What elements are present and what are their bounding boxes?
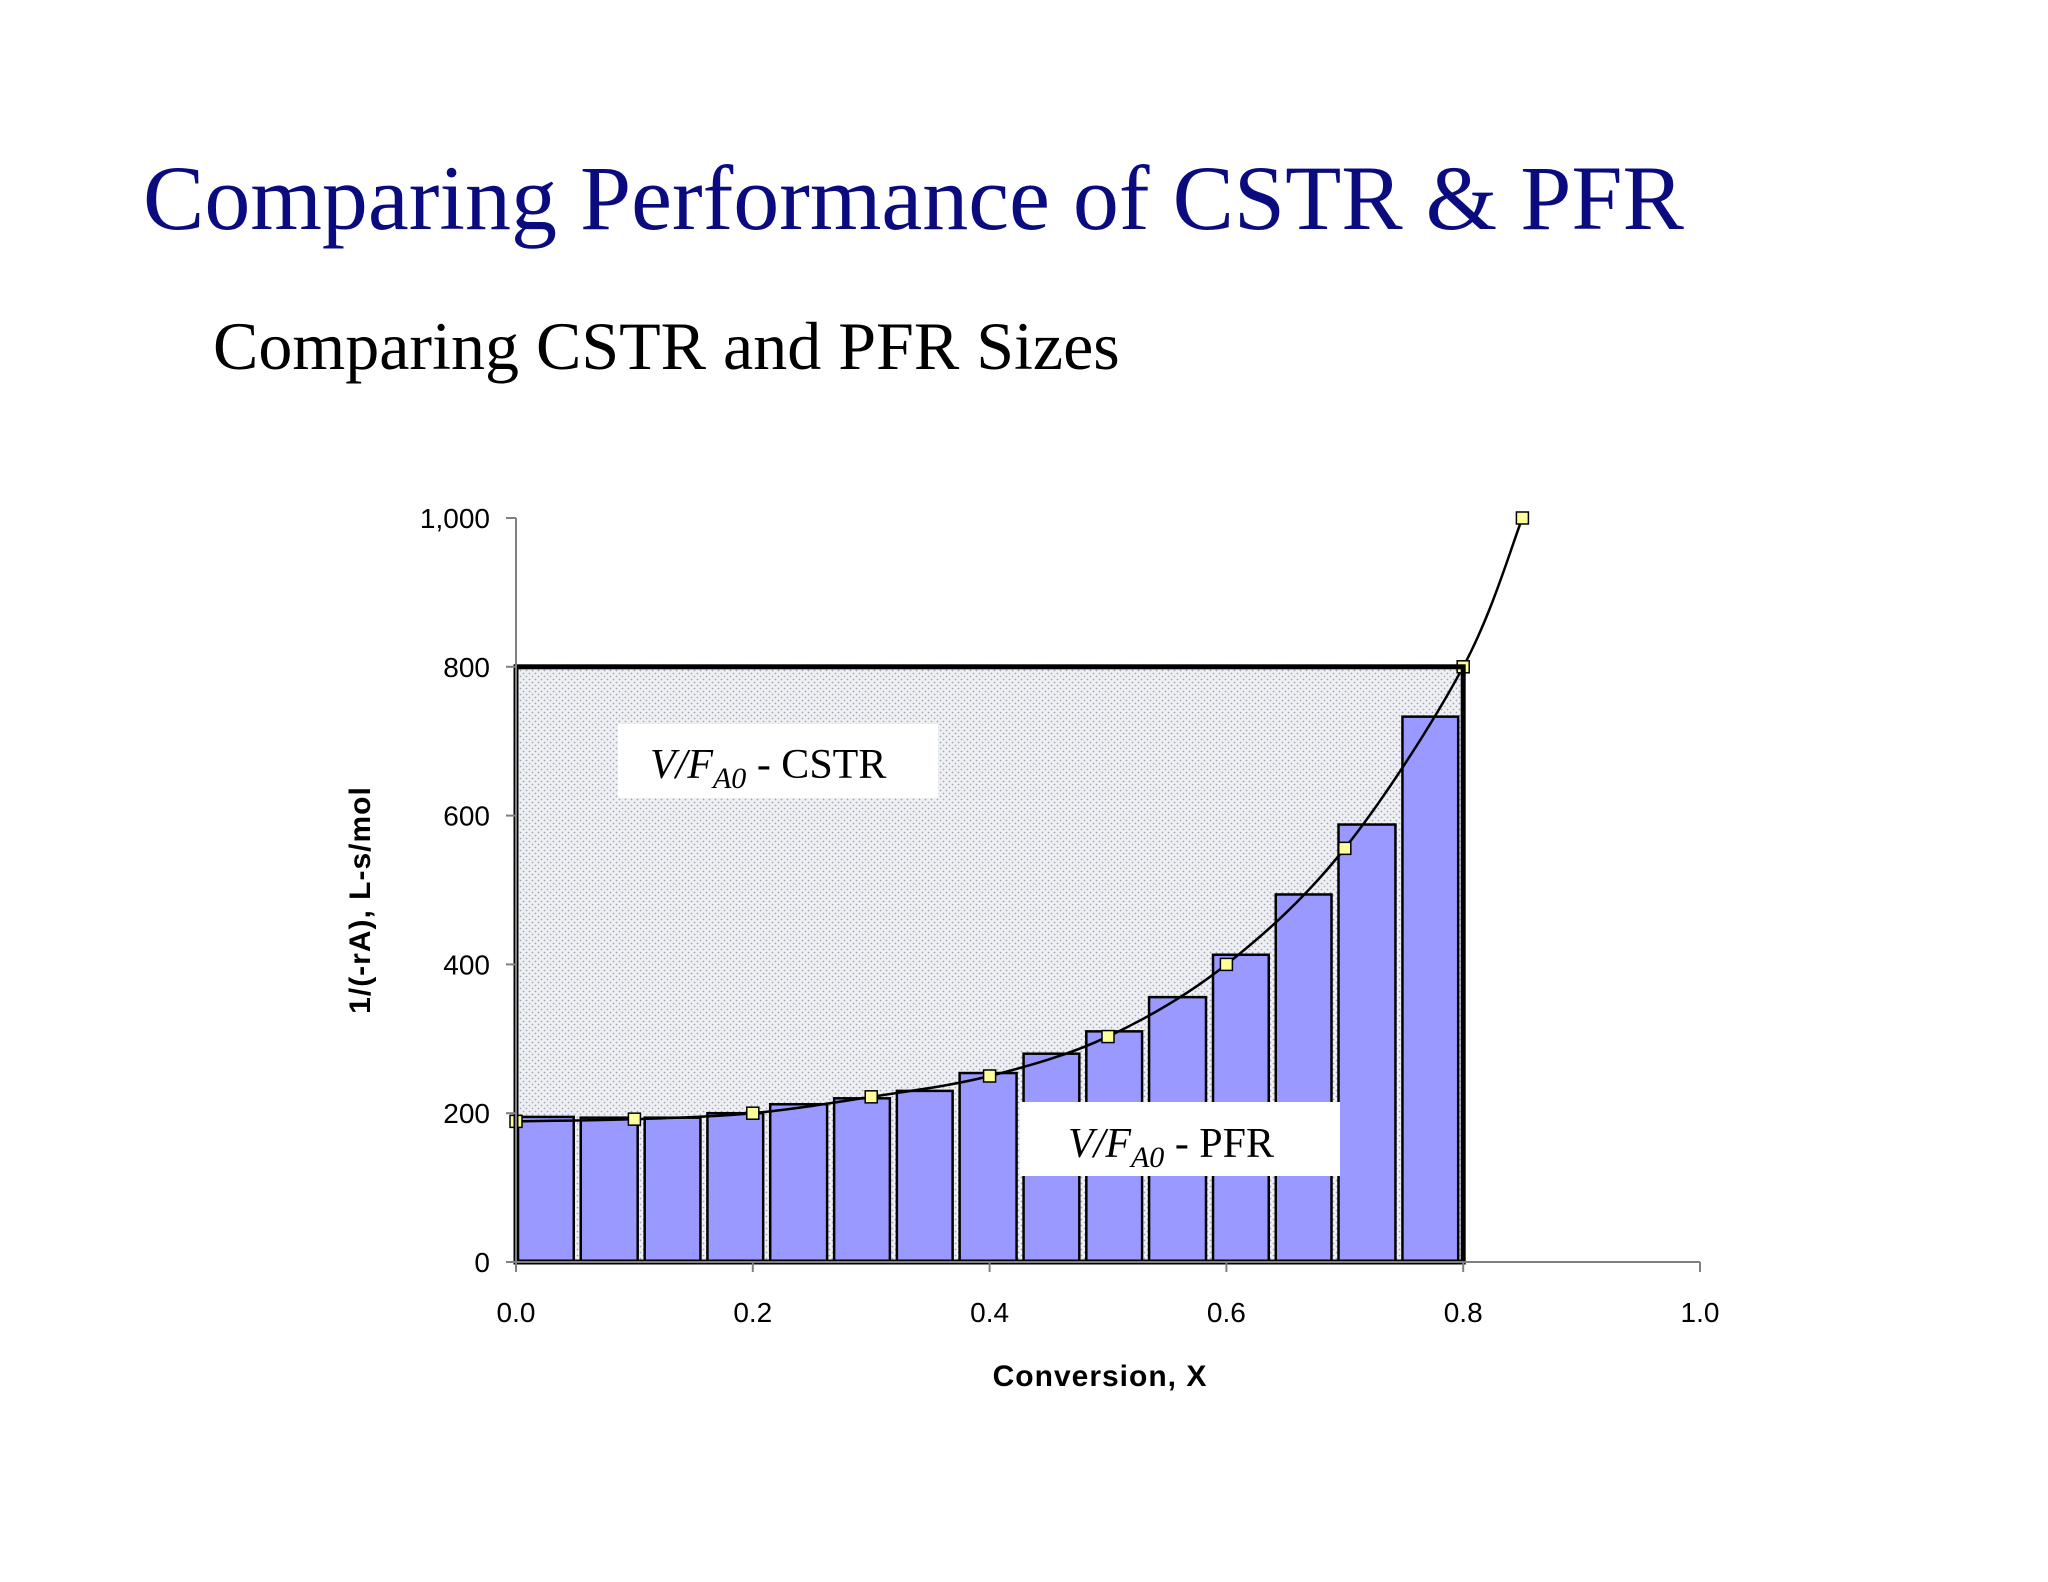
y-axis-title: 1/(-rA), L-s/mol	[344, 786, 377, 1014]
pfr-bar	[579, 1116, 639, 1264]
pfr-bar	[895, 1089, 954, 1264]
rate-curve-markers	[509, 511, 1530, 1129]
y-tick-label: 400	[443, 949, 490, 980]
pfr-bar	[1274, 893, 1333, 1264]
curve-marker	[1515, 511, 1530, 525]
pfr-annotation-label: V/FA0 - PFR	[1068, 1121, 1274, 1174]
cstr-annotation-label: V/FA0 - CSTR	[650, 742, 886, 795]
x-tick-label: 0.4	[970, 1297, 1009, 1328]
pfr-bar	[516, 1115, 576, 1264]
curve-marker	[627, 1112, 642, 1126]
curve-marker	[746, 1106, 760, 1120]
x-tick-label: 0.6	[1207, 1297, 1246, 1328]
pfr-bar	[1337, 823, 1397, 1264]
curve-marker	[1101, 1029, 1115, 1044]
x-axis-title: Conversion, X	[993, 1360, 1208, 1393]
y-tick-label: 600	[443, 801, 490, 832]
y-tick-label: 0	[474, 1247, 490, 1278]
rate-curve-line	[515, 517, 1524, 1123]
cstr-annotation: V/FA0 - CSTR	[618, 724, 938, 798]
slide-subtitle: Comparing CSTR and PFR Sizes	[213, 308, 1120, 384]
y-tick-label: 800	[443, 652, 490, 683]
pfr-bar	[768, 1103, 829, 1264]
axes: 0.0 0.2 0.4 0.6 0.8 1.0 0 200 400 600 800 1,000	[420, 503, 1720, 1328]
pfr-bar	[643, 1116, 702, 1264]
curve-marker	[982, 1069, 997, 1083]
x-tick-label: 0.8	[1444, 1297, 1483, 1328]
pfr-bar	[706, 1111, 765, 1264]
x-tick-label: 1.0	[1681, 1297, 1720, 1328]
pfr-annotation: V/FA0 - PFR	[1020, 1102, 1340, 1176]
y-tick-label: 200	[443, 1098, 490, 1129]
x-tick-label: 0.2	[733, 1297, 772, 1328]
curve-marker	[1219, 957, 1234, 972]
curve-marker	[1338, 841, 1352, 856]
curve-marker	[864, 1090, 878, 1104]
slide-title: Comparing Performance of CSTR & PFR	[143, 147, 1684, 249]
pfr-bar	[958, 1071, 1018, 1264]
x-tick-label: 0.0	[497, 1297, 536, 1328]
pfr-bar	[1401, 715, 1460, 1264]
y-tick-label: 1,000	[420, 503, 490, 534]
pfr-bar	[832, 1097, 892, 1264]
